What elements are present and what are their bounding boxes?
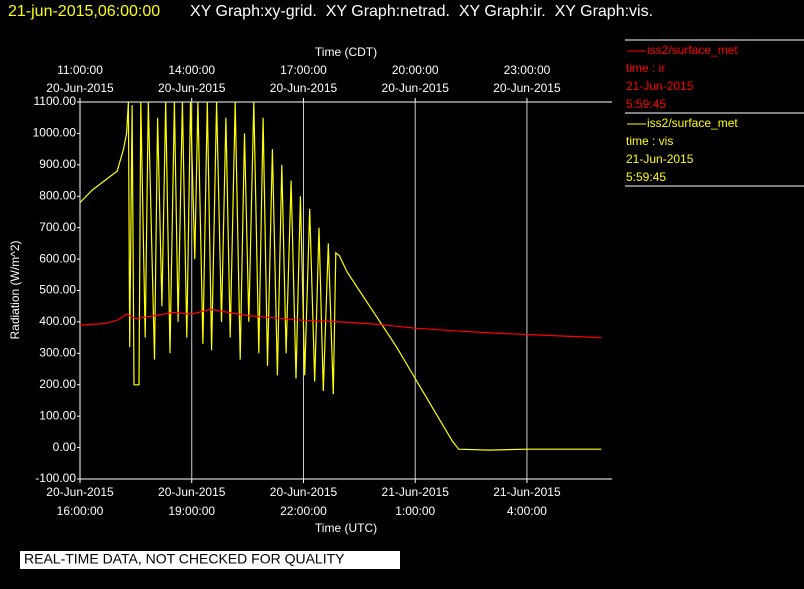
x2-tick-label: 14:00:00 xyxy=(168,63,215,77)
y-tick-label: 200.00 xyxy=(39,377,76,391)
x2-tick-label: 20-Jun-2015 xyxy=(46,81,114,95)
legend-line: time : vis xyxy=(626,134,673,148)
x-tick-label: 21-Jun-2015 xyxy=(493,485,561,499)
x-tick-label: 4:00:00 xyxy=(507,504,547,518)
y-tick-label: 500.00 xyxy=(39,283,76,297)
y-axis-title: Radiation (W/m^2) xyxy=(8,241,22,340)
y-tick-label: 0.00 xyxy=(53,440,77,454)
notice: REAL-TIME DATA, NOT CHECKED FOR QUALITY xyxy=(24,551,345,567)
legend-line: time : ir xyxy=(626,61,665,75)
x2-tick-label: 20-Jun-2015 xyxy=(158,81,226,95)
y-tick-label: 600.00 xyxy=(39,251,76,265)
y-tick-label: 1100.00 xyxy=(34,94,77,108)
x-tick-label: 20-Jun-2015 xyxy=(46,485,114,499)
x2-tick-label: 20-Jun-2015 xyxy=(382,81,450,95)
y-tick-label: 100.00 xyxy=(39,408,76,422)
notice-box xyxy=(20,551,400,569)
legend-line: 21-Jun-2015 xyxy=(626,152,694,166)
x2-tick-label: 20-Jun-2015 xyxy=(270,81,338,95)
y-tick-label: 300.00 xyxy=(39,346,76,360)
x2-tick-label: 23:00:00 xyxy=(504,63,551,77)
y-tick-label: 400.00 xyxy=(39,314,76,328)
legend-name: iss2/surface_met xyxy=(647,43,738,57)
x-tick-label: 20-Jun-2015 xyxy=(270,485,338,499)
x-tick-label: 22:00:00 xyxy=(280,504,327,518)
legend-line: 21-Jun-2015 xyxy=(626,79,694,93)
data-line xyxy=(79,308,602,339)
x-tick-label: 21-Jun-2015 xyxy=(382,485,450,499)
legend-line: 5:59:45 xyxy=(626,97,666,111)
y-tick-label: -100.00 xyxy=(35,471,76,485)
x-tick-label: 1:00:00 xyxy=(395,504,435,518)
data-line xyxy=(79,101,602,451)
legend-line: 5:59:45 xyxy=(626,170,666,184)
x2-axis-title: Time (CDT) xyxy=(315,45,377,59)
x-tick-label: 19:00:00 xyxy=(168,504,215,518)
y-tick-label: 900.00 xyxy=(39,157,76,171)
x-axis-title: Time (UTC) xyxy=(315,521,377,535)
header-graphs: XY Graph:xy-grid. XY Graph:netrad. XY Gr… xyxy=(190,3,653,20)
x2-tick-label: 17:00:00 xyxy=(280,63,327,77)
x2-tick-label: 11:00:00 xyxy=(57,63,103,77)
x-tick-label: 20-Jun-2015 xyxy=(158,485,226,499)
header-time: 21-jun-2015,06:00:00 xyxy=(8,3,160,20)
y-tick-label: 700.00 xyxy=(39,220,76,234)
x2-tick-label: 20:00:00 xyxy=(392,63,439,77)
y-tick-label: 800.00 xyxy=(39,188,76,202)
legend-name: iss2/surface_met xyxy=(647,116,738,130)
x2-tick-label: 20-Jun-2015 xyxy=(493,81,561,95)
x-tick-label: 16:00:00 xyxy=(57,504,104,518)
y-tick-label: 1000.00 xyxy=(33,126,77,140)
